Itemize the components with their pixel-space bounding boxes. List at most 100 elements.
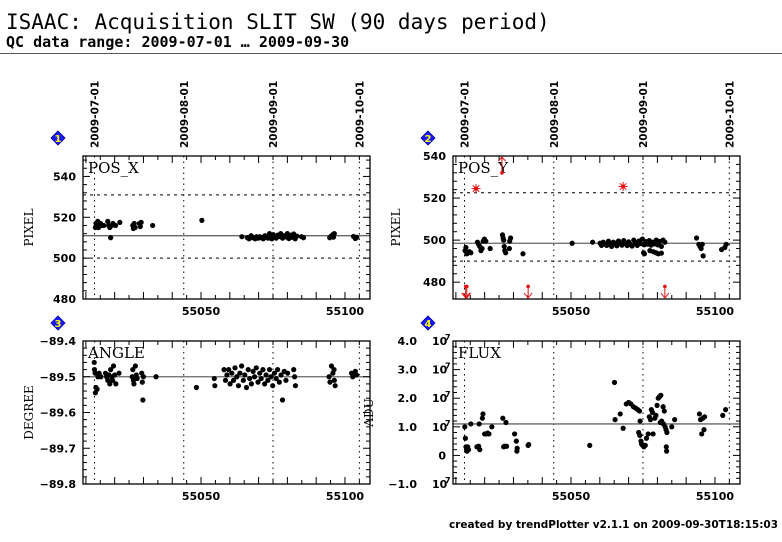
y-tick-label: 540 — [53, 170, 76, 183]
data-point — [643, 435, 650, 441]
data-point — [700, 253, 706, 259]
y-tick-exponent: 10 — [432, 478, 448, 491]
arrow-down-icon — [523, 292, 533, 299]
data-point — [265, 377, 271, 383]
data-point — [113, 381, 119, 387]
data-point — [94, 386, 100, 392]
arrow-up-icon — [498, 156, 506, 162]
data-point — [239, 363, 245, 369]
panel-title: ANGLE — [87, 344, 145, 362]
data-point — [513, 438, 519, 444]
data-point — [130, 367, 136, 373]
data-point — [617, 411, 623, 417]
data-point — [91, 359, 97, 366]
data-point — [224, 372, 230, 378]
data-point — [658, 250, 665, 256]
y-tick-label: −89.5 — [40, 371, 76, 384]
data-point — [327, 379, 333, 385]
date-label: 2009-07-01 — [460, 81, 472, 148]
y-tick-label: 520 — [423, 192, 446, 205]
data-point — [328, 363, 335, 369]
data-point — [258, 375, 264, 382]
data-point — [611, 379, 618, 386]
data-point — [138, 219, 144, 225]
data-point — [140, 374, 147, 380]
data-point — [250, 368, 256, 374]
data-point — [514, 448, 520, 454]
data-point — [468, 250, 474, 256]
data-point — [235, 383, 242, 389]
data-point — [477, 447, 483, 453]
data-point — [132, 363, 138, 369]
data-point — [663, 444, 669, 450]
data-point — [663, 448, 670, 454]
data-point — [110, 363, 117, 369]
data-point — [723, 241, 729, 247]
star-marker-center — [621, 184, 626, 189]
x-tick-label: 55050 — [182, 305, 221, 318]
data-point — [222, 377, 229, 383]
data-point — [263, 372, 269, 378]
panel-number: 1 — [55, 134, 62, 145]
data-point — [653, 412, 659, 418]
data-point — [226, 367, 232, 373]
data-point — [268, 374, 274, 380]
data-point — [211, 375, 217, 382]
data-point — [503, 419, 509, 426]
data-point — [487, 245, 493, 252]
x-tick-label: 55050 — [552, 490, 591, 503]
y-tick-label: −89.8 — [40, 478, 76, 491]
panel-title: FLUX — [458, 344, 501, 362]
y-tick-label: 520 — [53, 211, 76, 224]
data-point — [271, 370, 278, 376]
page-subtitle: QC data range: 2009-07-01 … 2009-09-30 — [6, 33, 350, 51]
y-tick-label: 480 — [53, 293, 76, 306]
data-point — [330, 234, 337, 240]
data-point — [137, 223, 143, 230]
data-point — [489, 424, 495, 430]
arrow-down-icon — [461, 292, 471, 299]
date-label: 2009-10-01 — [354, 81, 366, 148]
data-point — [248, 381, 255, 387]
data-point — [199, 217, 205, 223]
data-point — [92, 370, 98, 376]
plot-frame — [82, 340, 371, 485]
data-point — [483, 238, 489, 244]
data-point — [658, 243, 665, 250]
panel-number-badge-icon — [50, 130, 66, 146]
panel-number-badge-icon — [420, 130, 436, 146]
data-point — [247, 375, 253, 382]
y-axis-title: PIXEL — [389, 208, 403, 246]
data-point — [112, 222, 119, 229]
data-point — [108, 367, 114, 373]
data-point — [255, 379, 261, 385]
y-tick-exponent: 10 — [432, 421, 448, 434]
data-point — [506, 245, 513, 252]
data-point — [112, 372, 118, 378]
data-point — [212, 383, 218, 389]
data-point — [326, 374, 332, 380]
data-point — [520, 251, 526, 257]
data-point — [354, 234, 360, 240]
date-label: 2009-09-01 — [268, 81, 280, 148]
data-point — [507, 235, 514, 241]
data-point — [637, 432, 643, 438]
data-point — [229, 370, 235, 376]
y-tick-label: −89.4 — [40, 335, 77, 348]
data-point — [262, 381, 268, 387]
data-point — [650, 431, 656, 437]
data-point — [698, 245, 704, 252]
y-tick-label: 500 — [53, 252, 76, 265]
data-point — [110, 377, 116, 383]
data-point — [486, 431, 492, 437]
data-point — [227, 381, 233, 387]
date-label: 2009-08-01 — [549, 81, 561, 148]
x-tick-label: 55100 — [326, 490, 365, 503]
data-point — [108, 235, 114, 241]
y-axis-title: PIXEL — [22, 208, 36, 246]
data-point — [150, 222, 156, 229]
data-point — [590, 239, 596, 245]
data-point — [276, 379, 282, 385]
page-title: ISAAC: Acquisition SLIT SW (90 days peri… — [6, 10, 550, 34]
panel-number: 4 — [425, 319, 432, 330]
